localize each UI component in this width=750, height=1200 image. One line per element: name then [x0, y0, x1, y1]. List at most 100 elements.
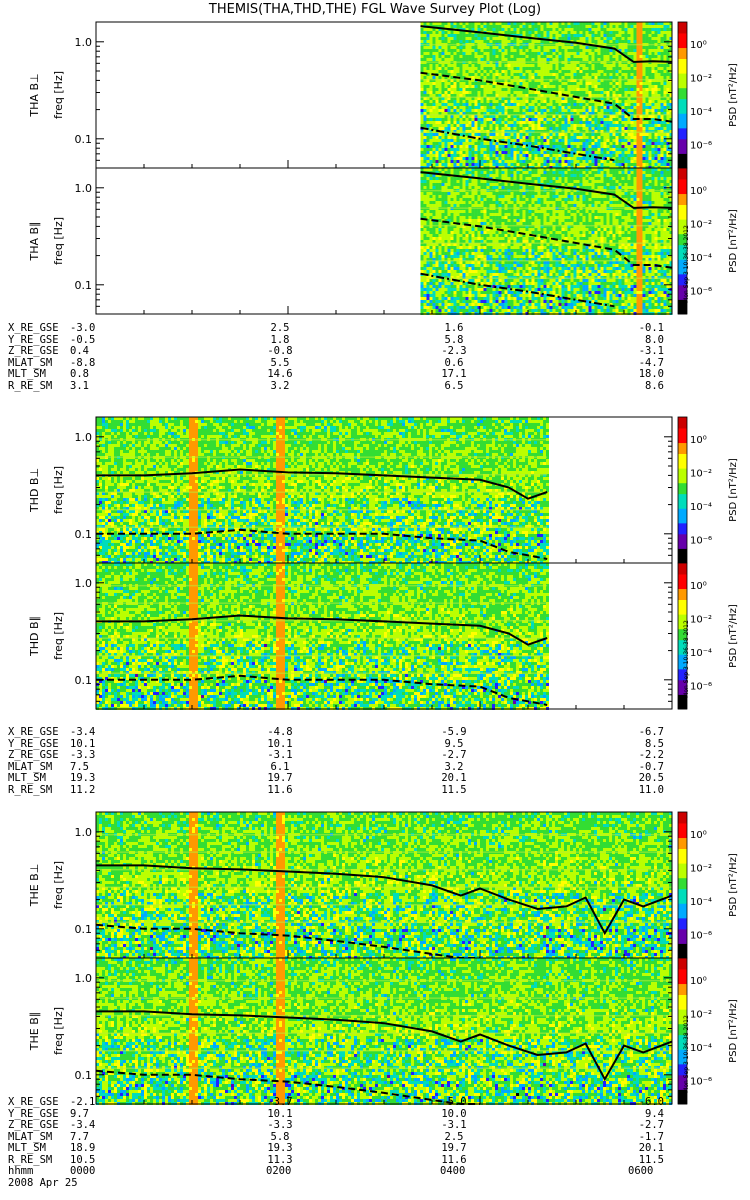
ephemeris-value: 11.6: [252, 784, 308, 796]
colorbar-tick-label: 10⁻⁴: [690, 648, 712, 659]
ephemeris-row: MLT_SM 0.8 14.6 17.1 18.0: [0, 368, 750, 380]
tha-spectrogram-group: 0.1 1.0 THA B⊥ freq [Hz] 10⁰ 10⁻² 10⁻⁴ 10⁻⁶ PSD …: [28, 21, 739, 315]
ephemeris-value: -3.4: [70, 726, 126, 738]
ephemeris-value: 19.7: [426, 1142, 482, 1154]
ephemeris-value: 3.2: [426, 761, 482, 773]
thd-spectrogram-group: 0.1 1.0 THD B⊥ freq [Hz] 10⁰ 10⁻² 10⁻⁴ 10⁻⁶ PSD …: [28, 416, 739, 710]
freq-tick-label: 0.1: [75, 674, 93, 687]
ephemeris-value: 11.5: [426, 784, 482, 796]
colorbar-tick-label: 10⁰: [690, 186, 707, 197]
heatmap-cells: [96, 563, 549, 710]
colorbar-tick-label: 10⁰: [690, 40, 707, 51]
tha-colorbar: 10⁰ 10⁻² 10⁻⁴ 10⁻⁶ PSD [nT²/Hz]: [677, 21, 739, 169]
ephemeris-value: -8.8: [70, 357, 126, 369]
ephemeris-value: 19.7: [252, 772, 308, 784]
ephemeris-value: 5.8: [252, 1131, 308, 1143]
ephemeris-value: 17.1: [426, 368, 482, 380]
colorbar-tick-label: 10⁻⁶: [690, 1077, 712, 1088]
ephemeris-value: -0.5: [70, 334, 126, 346]
ephemeris-label: R_RE_SM: [8, 380, 52, 392]
ephemeris-row: MLAT_SM 7.5 6.1 3.2 -0.7: [0, 761, 750, 773]
date-row: 2008 Apr 25: [0, 1177, 750, 1189]
thd-colorbar: 10⁰ 10⁻² 10⁻⁴ 10⁻⁶ PSD [nT²/Hz] Mon Sep 3 10:…: [677, 562, 739, 710]
freq-tick-label: 0.1: [75, 279, 93, 292]
ephemeris-value: 11.5: [628, 1154, 664, 1166]
ephemeris-label: R_RE_SM: [8, 784, 52, 796]
colorbar-tick-label: 10⁻⁴: [690, 502, 712, 513]
ephemeris-value: -2.1: [70, 1096, 126, 1108]
ephemeris-value: 20.1: [628, 1142, 664, 1154]
ephemeris-row: Z_RE_GSE 0.4 -0.8 -2.3 -3.1: [0, 345, 750, 357]
colorbar-tick-label: 10⁻⁴: [690, 253, 712, 264]
ephemeris-value: 2.5: [252, 322, 308, 334]
ephemeris-row: MLT_SM 18.9 19.3 19.7 20.1: [0, 1142, 750, 1154]
ephemeris-value: 0.8: [70, 368, 126, 380]
ephemeris-value: -3.1: [252, 749, 308, 761]
ephemeris-value: 2.5: [426, 1131, 482, 1143]
freq-tick-label: 0.1: [75, 1069, 93, 1082]
ephemeris-value: 20.1: [426, 772, 482, 784]
colorbar-tick-label: 10⁰: [690, 435, 707, 446]
the-freq-line-dashed: [95, 923, 480, 959]
tha-ephemeris-table: X_RE_GSE -3.0 2.5 1.6 -0.1 Y_RE_GSE -0.5 1.8 5.8…: [0, 322, 750, 392]
ephemeris-value: 10.1: [252, 738, 308, 750]
colorbar-tick-label: 10⁻⁴: [690, 1043, 712, 1054]
ephemeris-row: X_RE_GSE -2.1 -3.7 -5.0 -6.0: [0, 1096, 750, 1108]
freq-tick-label: 1.0: [75, 36, 93, 49]
colorbar-tick-label: 10⁻²: [690, 1009, 712, 1020]
ephemeris-value: 11.0: [628, 784, 664, 796]
ephemeris-value: 8.0: [628, 334, 664, 346]
ephemeris-value: 1.8: [252, 334, 308, 346]
ephemeris-value: -3.0: [70, 322, 126, 334]
colorbar-tick-label: 10⁻²: [690, 614, 712, 625]
ephemeris-value: 0.6: [426, 357, 482, 369]
colorbar-tick-label: 10⁻²: [690, 468, 712, 479]
ephemeris-row: X_RE_GSE -3.0 2.5 1.6 -0.1: [0, 322, 750, 334]
ephemeris-value: -3.3: [70, 749, 126, 761]
freq-axis-label: freq [Hz]: [52, 217, 65, 265]
ephemeris-row: Y_RE_GSE 10.1 10.1 9.5 8.5: [0, 738, 750, 750]
colorbar-tick-label: 10⁻⁶: [690, 536, 712, 547]
ephemeris-label: MLT_SM: [8, 1142, 46, 1154]
ephemeris-row: R_RE_SM 10.5 11.3 11.6 11.5: [0, 1154, 750, 1166]
colorbar-tick-label: 10⁰: [690, 581, 707, 592]
colorbar-tick-label: 10⁻⁴: [690, 107, 712, 118]
tha-freq-line-solid: [420, 171, 673, 209]
colorbar-tick-label: 10⁰: [690, 976, 707, 987]
ephemeris-value: -0.1: [628, 322, 664, 334]
colorbar-tick-label: 10⁻²: [690, 73, 712, 84]
the-panel-label: THE B⊥: [28, 864, 41, 908]
thd-freq-line-solid: [96, 468, 548, 500]
ephemeris-row: Y_RE_GSE 9.7 10.1 10.0 9.4: [0, 1108, 750, 1120]
freq-axis-label: freq [Hz]: [52, 612, 65, 660]
ephemeris-value: 10.1: [70, 738, 126, 750]
ephemeris-row: X_RE_GSE -3.4 -4.8 -5.9 -6.7: [0, 726, 750, 738]
ephemeris-label: X_RE_GSE: [8, 322, 59, 334]
colorbar-tick-label: 10⁰: [690, 830, 707, 841]
ephemeris-value: 6.1: [252, 761, 308, 773]
ephemeris-value: -1.7: [628, 1131, 664, 1143]
ephemeris-value: -0.8: [252, 345, 308, 357]
timestamp-label: Mon Sep 3 10:36:38 2012: [683, 225, 690, 303]
ephemeris-value: 7.7: [70, 1131, 126, 1143]
heatmap-cells: [420, 168, 673, 315]
the-freq-line-solid: [96, 1010, 673, 1082]
tha-panel-perp: 0.1 1.0 THA B⊥ freq [Hz] 10⁰ 10⁻² 10⁻⁴ 10⁻⁶ PSD …: [28, 21, 739, 169]
ephemeris-value: 19.3: [252, 1142, 308, 1154]
ephemeris-label: MLAT_SM: [8, 1131, 52, 1143]
ephemeris-value: -4.8: [252, 726, 308, 738]
ephemeris-label: Y_RE_GSE: [8, 1108, 59, 1120]
heatmap-cells: [96, 958, 672, 1105]
heatmap-cells: [96, 417, 549, 564]
the-panel-para: 0.1 1.0 THE B∥ freq [Hz] 10⁰ 10⁻² 10⁻⁴ 10⁻⁶ PSD …: [28, 957, 739, 1105]
ephemeris-value: -2.7: [426, 749, 482, 761]
ephemeris-label: Z_RE_GSE: [8, 749, 59, 761]
ephemeris-value: 5.8: [426, 334, 482, 346]
ephemeris-row: R_RE_SM 3.1 3.2 6.5 8.6: [0, 380, 750, 392]
ephemeris-label: X_RE_GSE: [8, 726, 59, 738]
freq-tick-label: 1.0: [75, 431, 93, 444]
tha-freq-line-dashed: [420, 217, 673, 269]
time-tick-label: 0400: [440, 1165, 465, 1177]
ephemeris-value: 8.5: [628, 738, 664, 750]
ephemeris-label: MLAT_SM: [8, 357, 52, 369]
